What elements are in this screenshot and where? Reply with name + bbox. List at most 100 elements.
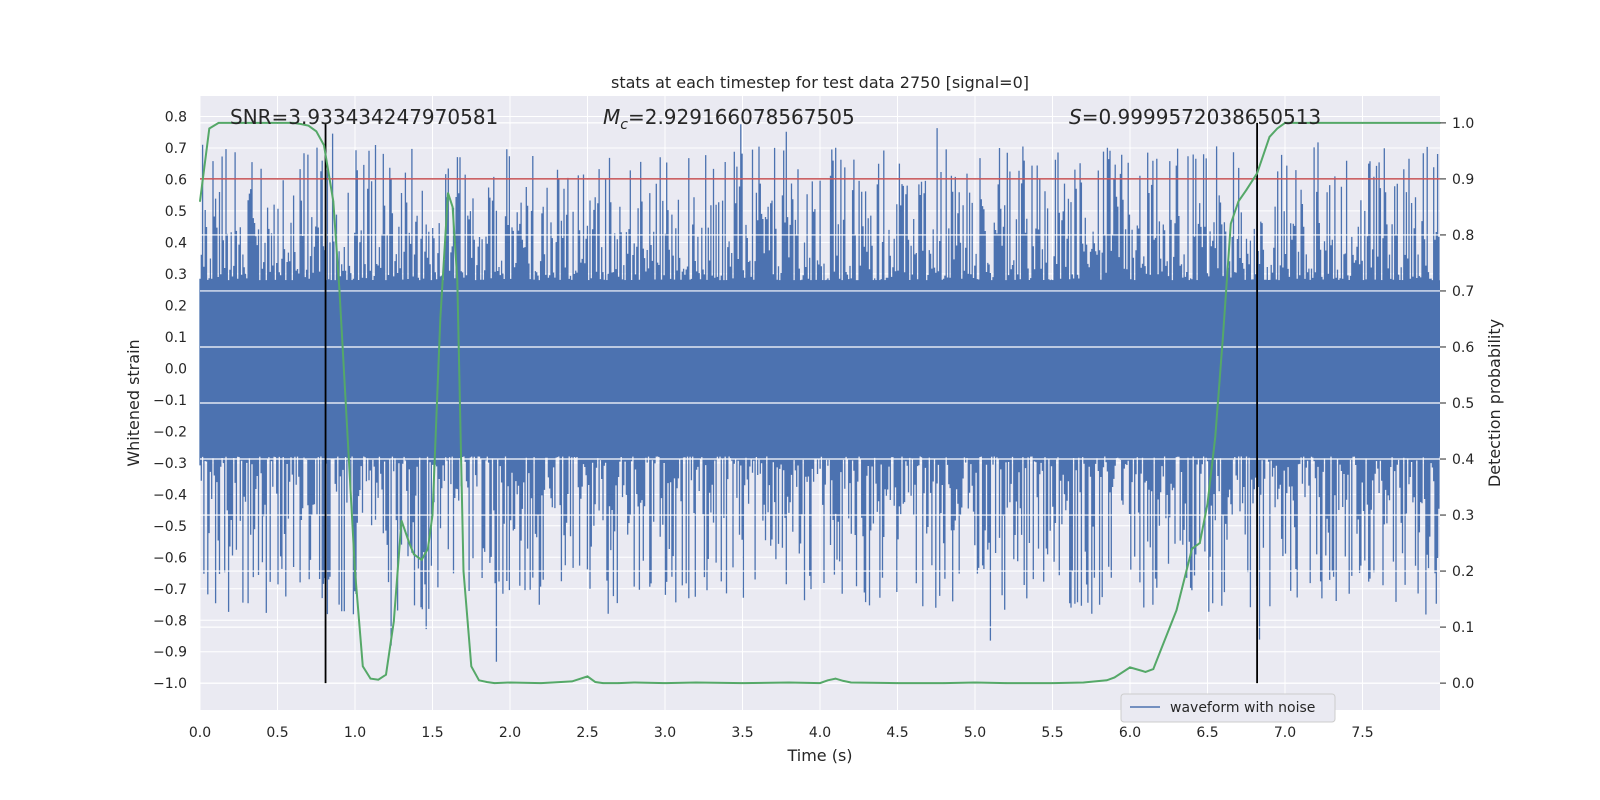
detection-probability-point: [1152, 668, 1155, 670]
detection-probability-point: [470, 665, 473, 668]
y-right-tick-label: 0.2: [1452, 564, 1474, 580]
y-tick-label: −0.1: [153, 393, 187, 409]
x-tick-label: 7.0: [1274, 725, 1296, 741]
detection-probability-point: [842, 680, 845, 682]
detection-probability-point: [456, 279, 459, 281]
detection-probability-point: [1268, 136, 1271, 138]
detection-probability-point: [354, 570, 356, 572]
detection-probability-point: [447, 192, 449, 194]
tick-labels: 0.0 0.5 1.0 1.5 2.0 2.5 3.0 3.5 4.0 4.5 5.0 5.5 6.0 6…: [153, 109, 1474, 741]
detection-probability-point: [1222, 335, 1224, 337]
y-tick-label: −0.5: [153, 519, 187, 535]
detection-probability-point: [509, 681, 511, 684]
x-tick-label: 0.5: [266, 725, 288, 741]
detection-probability-point: [974, 681, 976, 684]
score-annotation: S=0.9999572038650513: [1069, 105, 1321, 129]
detection-probability-point: [695, 681, 697, 684]
detection-probability-point: [1005, 682, 1007, 684]
detection-probability-point: [199, 200, 201, 203]
y-tick-label: 0.2: [165, 298, 187, 314]
detection-probability-point: [462, 570, 465, 572]
x-tick-label: 5.5: [1041, 725, 1063, 741]
detection-probability-point: [431, 514, 434, 516]
detection-probability-point: [1144, 671, 1147, 673]
x-tick-label: 1.0: [344, 725, 366, 741]
detection-probability-point: [1361, 122, 1364, 124]
y-tick-label: −1.0: [153, 676, 187, 692]
detection-probability-point: [217, 122, 220, 124]
y-tick-label: −0.7: [153, 582, 187, 598]
detection-probability-point: [307, 124, 310, 127]
y-tick-label: 0.7: [165, 141, 187, 157]
detection-probability-point: [594, 681, 597, 683]
x-tick-label: 3.0: [654, 725, 676, 741]
detection-probability-point: [1206, 503, 1209, 505]
detection-probability-point: [1284, 122, 1286, 124]
x-tick-label: 2.5: [576, 725, 598, 741]
x-axis-label: Time (s): [786, 746, 852, 765]
detection-probability-point: [362, 665, 364, 668]
detection-probability-point: [819, 682, 821, 684]
y-tick-label: −0.4: [153, 487, 187, 503]
y-tick-label: 0.3: [165, 267, 187, 283]
snr-annotation: SNR=3.933434247970581: [230, 105, 498, 129]
legend: waveform with noise: [1120, 693, 1336, 723]
chart-title: stats at each timestep for test data 275…: [611, 73, 1029, 92]
detection-probability-point: [1237, 200, 1240, 203]
detection-probability-point: [208, 127, 211, 130]
detection-probability-point: [292, 122, 294, 124]
y-tick-label: −0.2: [153, 424, 187, 440]
y-right-tick-label: 0.8: [1452, 228, 1474, 244]
detection-probability-point: [1051, 682, 1054, 684]
x-tick-label: 4.5: [886, 725, 908, 741]
detection-probability-point: [741, 682, 744, 684]
detection-probability-point: [1230, 222, 1232, 225]
detection-probability-point: [633, 681, 635, 684]
y-right-tick-label: 0.5: [1452, 396, 1474, 412]
x-tick-label: 3.5: [731, 725, 753, 741]
detection-probability-point: [1199, 542, 1201, 544]
x-tick-label: 1.5: [421, 725, 443, 741]
legend-label: waveform with noise: [1170, 700, 1315, 716]
detection-probability-point: [276, 122, 279, 124]
y-tick-label: −0.8: [153, 613, 187, 629]
detection-probability-point: [827, 679, 829, 682]
y-tick-label: 0.4: [165, 235, 187, 251]
x-tick-label: 7.5: [1351, 725, 1373, 741]
y-axis-label: Whitened strain: [124, 339, 143, 466]
detection-probability-point: [427, 547, 429, 550]
detection-probability-point: [315, 130, 318, 133]
detection-probability-point: [493, 682, 496, 684]
detection-probability-point: [369, 677, 372, 680]
detection-probability-point: [1214, 435, 1217, 438]
detection-probability-point: [586, 675, 589, 678]
detection-probability-point: [1292, 122, 1294, 124]
detection-probability-point: [1256, 172, 1258, 175]
detection-probability-point: [323, 144, 325, 147]
detection-probability-point: [332, 200, 335, 203]
detection-probability-point: [834, 677, 837, 680]
y-tick-label: 0.1: [165, 330, 187, 346]
detection-probability-point: [1245, 189, 1248, 191]
detection-probability-point: [1315, 122, 1317, 124]
detection-probability-point: [261, 122, 263, 124]
detection-probability-point: [1191, 547, 1193, 550]
y-axis-label-right: Detection probability: [1485, 319, 1504, 487]
detection-probability-point: [540, 682, 542, 684]
detection-probability-point: [1276, 127, 1279, 130]
detection-probability-point: [451, 206, 454, 208]
waveform-line: [199, 124, 1440, 662]
detection-probability-point: [664, 682, 666, 684]
y-right-tick-label: 0.7: [1452, 284, 1474, 300]
x-tick-label: 6.0: [1119, 725, 1141, 741]
legend-box: [1120, 693, 1336, 723]
detection-probability-point: [602, 682, 604, 684]
detection-probability-point: [230, 122, 232, 124]
x-tick-label: 4.0: [809, 725, 831, 741]
y-right-tick-label: 0.0: [1452, 676, 1474, 692]
detection-probability-point: [1082, 681, 1085, 684]
detection-probability-point: [338, 290, 341, 292]
detection-probability-point: [300, 123, 302, 125]
overlay-lines: [199, 121, 1441, 685]
detection-probability-point: [439, 318, 442, 320]
